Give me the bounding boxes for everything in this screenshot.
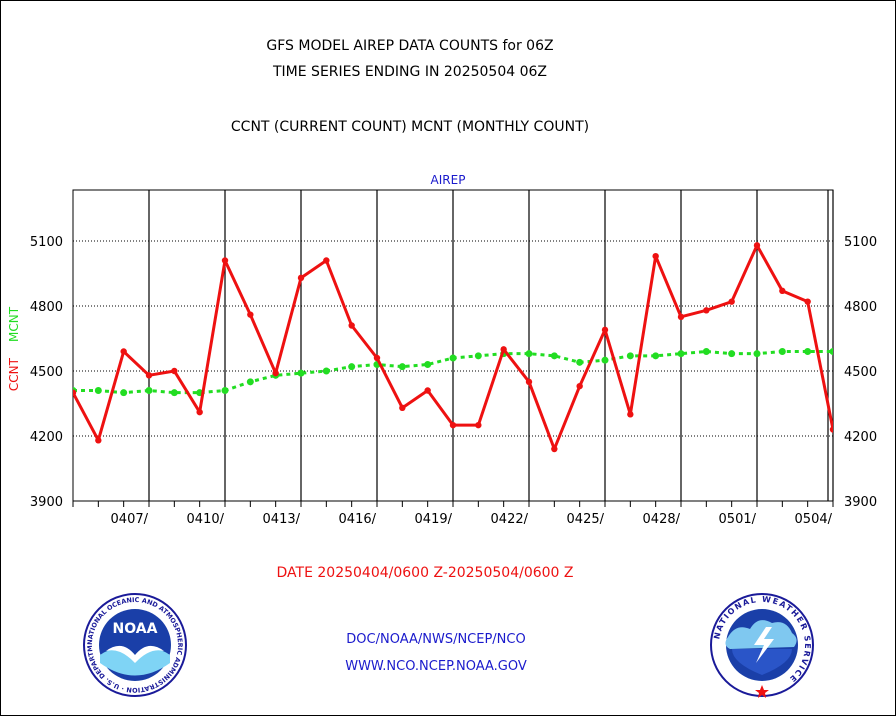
data-point-ccnt [348, 322, 355, 329]
data-point-ccnt [677, 313, 685, 321]
data-point-mcnt [702, 348, 710, 355]
data-point-mcnt [145, 387, 153, 394]
chart-title-line1: GFS MODEL AIREP DATA COUNTS for 06Z [266, 38, 554, 54]
data-point-ccnt [247, 311, 254, 318]
data-point-ccnt [525, 378, 533, 386]
data-point-ccnt [399, 404, 406, 412]
y-tick-label-left: 4800 [30, 300, 63, 315]
org-path-text: DOC/NOAA/NWS/NCEP/NCO [346, 632, 526, 647]
data-point-ccnt [221, 257, 229, 264]
x-tick-label: 0422/ [491, 512, 529, 527]
data-point-mcnt [246, 378, 254, 386]
y-tick-label-left: 5100 [30, 235, 63, 250]
data-point-mcnt [474, 352, 482, 360]
grid-layer [73, 190, 834, 501]
data-point-mcnt [601, 356, 609, 364]
data-point-mcnt [728, 350, 736, 358]
data-point-ccnt [753, 242, 761, 249]
data-point-mcnt [398, 363, 406, 371]
chart-title-line2: TIME SERIES ENDING IN 20250504 06Z [273, 64, 547, 80]
y-axis-label-group: CCNT MCNT [7, 306, 21, 391]
data-point-ccnt [449, 421, 457, 429]
data-point-ccnt [272, 369, 279, 377]
data-point-mcnt [778, 348, 786, 355]
data-point-mcnt [652, 352, 660, 360]
data-point-ccnt [120, 348, 127, 355]
x-tick-label: 0416/ [339, 512, 377, 527]
data-point-mcnt [221, 387, 229, 394]
data-point-mcnt [576, 358, 584, 366]
x-tick-label: 0419/ [415, 512, 453, 527]
y-tick-label-left: 4200 [30, 430, 63, 445]
data-point-ccnt [196, 408, 203, 416]
x-tick-label: 0410/ [187, 512, 225, 527]
panel-title: AIREP [431, 173, 466, 187]
y-tick-label-left: 3900 [30, 495, 63, 510]
data-point-ccnt [500, 346, 507, 353]
y-tick-label-right: 4800 [844, 300, 877, 315]
x-tick-label: 0413/ [263, 512, 301, 527]
data-point-mcnt [626, 352, 634, 360]
y-axis-label-ccnt: CCNT [7, 357, 21, 391]
data-point-ccnt [297, 274, 305, 282]
series-layer [73, 242, 833, 453]
data-point-mcnt [677, 350, 685, 358]
y-tick-label-right: 3900 [844, 495, 877, 510]
data-point-ccnt [601, 326, 609, 334]
x-tick-label: 0425/ [567, 512, 605, 527]
data-point-mcnt [804, 348, 812, 355]
data-point-mcnt [120, 389, 128, 397]
data-point-ccnt [779, 287, 786, 295]
x-tick-label: 0428/ [643, 512, 681, 527]
data-point-mcnt [297, 369, 305, 377]
data-point-mcnt [424, 361, 432, 368]
x-tick-label: 0504/ [795, 512, 833, 527]
data-point-ccnt [145, 372, 153, 379]
data-point-mcnt [170, 389, 178, 397]
y-tick-label-right: 5100 [844, 235, 877, 250]
data-point-ccnt [576, 382, 583, 390]
data-point-ccnt [73, 389, 77, 396]
noaa-logo-label: NOAA [113, 621, 158, 637]
data-point-mcnt [525, 350, 533, 358]
data-point-ccnt [703, 307, 710, 314]
data-point-ccnt [804, 298, 811, 305]
data-point-ccnt [652, 252, 659, 260]
data-point-mcnt [322, 367, 330, 375]
data-point-ccnt [551, 445, 558, 453]
data-point-ccnt [323, 257, 330, 264]
data-point-ccnt [171, 367, 178, 375]
data-point-ccnt [373, 354, 381, 362]
nws-logo-icon: NATIONAL WEATHER SERVICE [710, 593, 814, 698]
data-point-ccnt [424, 387, 431, 394]
y-axis-label-mcnt: MCNT [7, 306, 21, 342]
data-point-mcnt [829, 348, 833, 355]
data-point-mcnt [94, 387, 102, 394]
y-tick-label-right: 4200 [844, 430, 877, 445]
data-point-ccnt [95, 437, 102, 444]
x-tick-label: 0501/ [719, 512, 757, 527]
data-point-ccnt [627, 411, 634, 418]
axes-layer [72, 189, 834, 507]
y-tick-label-right: 4500 [844, 365, 877, 380]
y-tick-label-left: 4500 [30, 365, 63, 380]
data-point-mcnt [449, 354, 457, 362]
website-url-text: WWW.NCO.NCEP.NOAA.GOV [345, 659, 527, 674]
chart-title-line3: CCNT (CURRENT COUNT) MCNT (MONTHLY COUNT… [230, 119, 590, 135]
data-point-mcnt [550, 352, 558, 360]
x-tick-label: 0407/ [111, 512, 149, 527]
labels-layer: 3900 3900 4200 4200 4500 4500 4800 4800 5100 5100… [7, 173, 877, 527]
data-point-mcnt [348, 363, 356, 371]
noaa-logo-icon: NATIONAL OCEANIC AND ATMOSPHERIC ADMINIS… [80, 593, 187, 697]
data-point-mcnt [753, 350, 761, 358]
data-point-ccnt [829, 426, 833, 433]
data-point-ccnt [728, 298, 735, 305]
date-range-label: DATE 20250404/0600 Z-20250504/0600 Z [276, 565, 574, 581]
data-point-ccnt [475, 421, 482, 429]
